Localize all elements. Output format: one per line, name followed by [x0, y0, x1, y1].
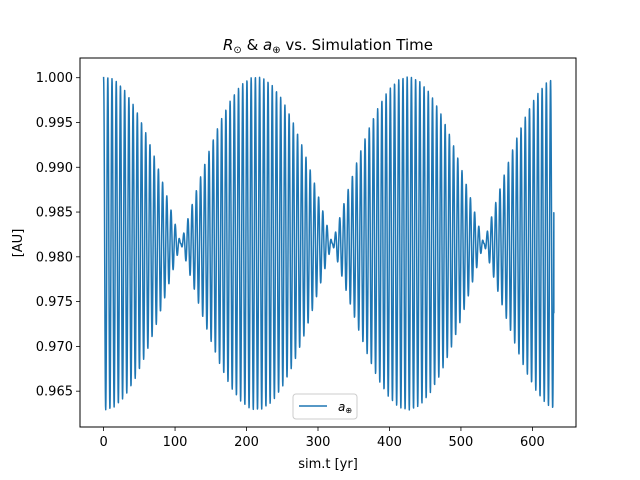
series-group — [102, 76, 555, 411]
x-tick-label: 400 — [377, 435, 402, 450]
x-tick-label: 200 — [234, 435, 259, 450]
series-line-a-earth — [102, 76, 555, 411]
x-tick-label: 500 — [449, 435, 474, 450]
axes-frame — [79, 57, 577, 428]
x-axis-ticks: 0 100 200 300 400 500 600 — [99, 427, 545, 450]
legend: a⊕ — [292, 393, 358, 420]
y-tick-label: 0.990 — [36, 161, 73, 176]
y-tick-label: 0.975 — [36, 295, 73, 310]
legend-label: a⊕ — [338, 400, 352, 415]
y-axis-ticks: 0.965 0.970 0.975 0.980 0.985 0.990 0.995 1.000 — [36, 71, 80, 400]
y-tick-label: 0.970 — [36, 340, 73, 355]
x-tick-label: 0 — [99, 435, 107, 450]
chart-title: R⊙ & a⊕ vs. Simulation Time — [223, 36, 433, 56]
x-axis-label: sim.t [yr] — [298, 457, 358, 472]
x-tick-label: 600 — [520, 435, 545, 450]
y-tick-label: 0.995 — [36, 116, 73, 131]
y-tick-label: 1.000 — [36, 71, 73, 86]
y-tick-label: 0.985 — [36, 206, 73, 221]
y-axis-label: [AU] — [11, 229, 26, 258]
x-tick-label: 300 — [306, 435, 331, 450]
x-tick-label: 100 — [163, 435, 188, 450]
y-tick-label: 0.980 — [36, 250, 73, 265]
y-tick-label: 0.965 — [36, 385, 73, 400]
